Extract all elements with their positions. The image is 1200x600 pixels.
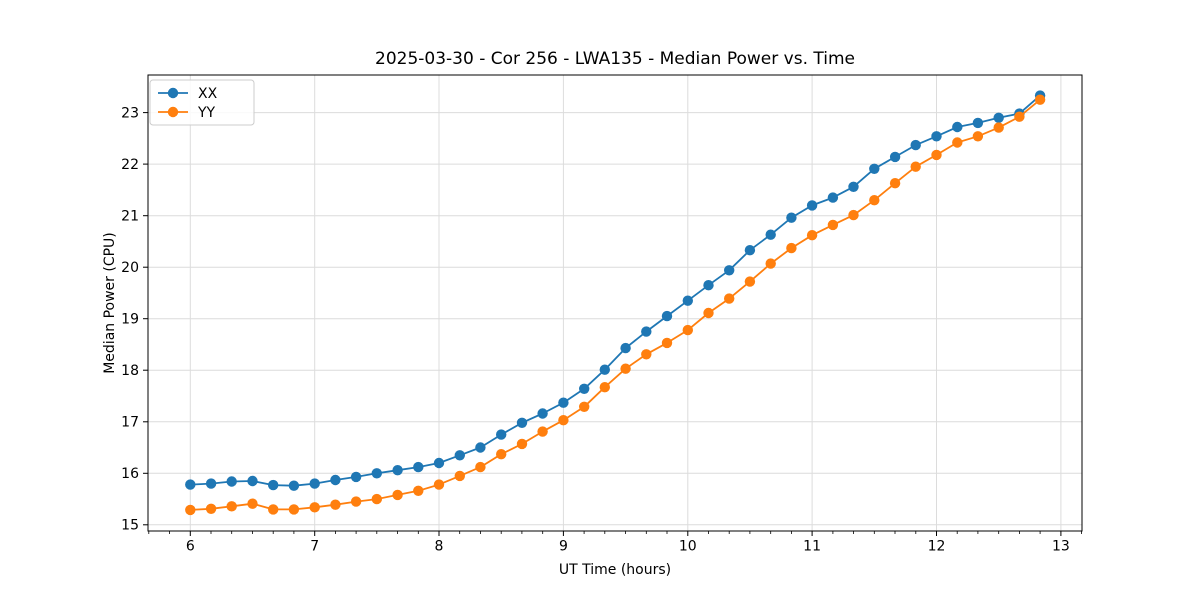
y-tick-label: 16 [121,466,139,482]
y-axis-ticks: 15 16 17 18 19 20 21 22 23 [121,105,148,534]
series-xx-markers [185,90,1046,491]
x-tick-label: 13 [1052,539,1070,555]
gridlines [148,75,1082,531]
series-yy-markers [185,94,1046,516]
y-tick-label: 18 [121,363,139,379]
series-xx-line [189,94,1041,487]
y-tick-label: 22 [121,157,139,173]
legend-label: YY [197,105,216,121]
x-tick-label: 6 [186,539,195,555]
legend-entry-yy: YY [158,105,216,121]
x-axis-minor-ticks [148,531,1082,534]
y-tick-label: 15 [121,518,139,534]
y-tick-label: 20 [121,260,139,276]
legend-label: XX [198,86,218,102]
y-tick-label: 17 [121,415,139,431]
x-axis-label: UT Time (hours) [558,562,672,578]
x-tick-label: 9 [559,539,568,555]
x-tick-label: 8 [435,539,444,555]
y-tick-label: 19 [121,311,139,327]
y-tick-label: 21 [121,208,139,224]
y-axis-label: Median Power (CPU) [102,232,118,374]
legend-entry-xx: XX [158,86,218,102]
x-tick-label: 11 [803,539,821,555]
legend: XX YY [149,79,255,126]
x-tick-label: 12 [928,539,946,555]
chart-title: 2025-03-30 - Cor 256 - LWA135 - Median P… [375,49,855,69]
series-yy-line [189,98,1041,511]
y-tick-label: 23 [121,105,139,121]
x-axis-ticks: 6 7 8 9 10 11 12 13 [186,531,1070,555]
x-tick-label: 7 [310,539,319,555]
plot-border [147,74,1083,532]
x-tick-label: 10 [679,539,697,555]
